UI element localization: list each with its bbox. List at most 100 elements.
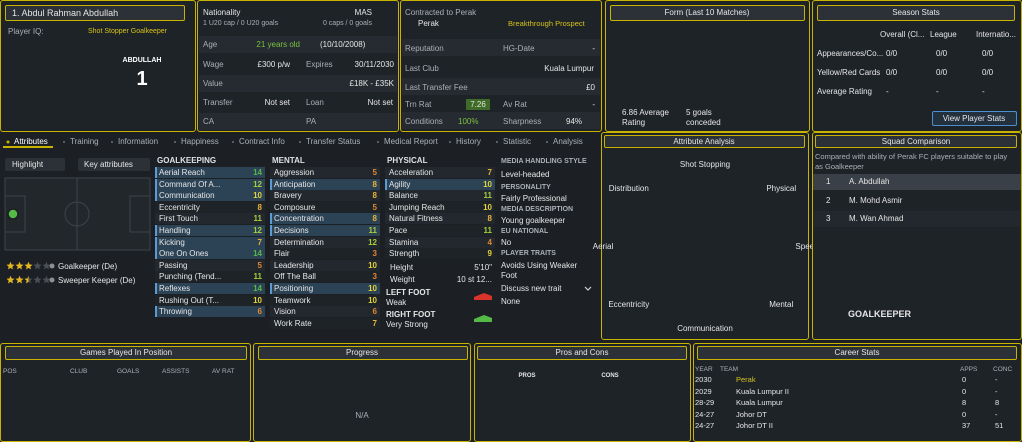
- shirt-name: ABDULLAH: [122, 57, 162, 64]
- games-column-header: POS: [3, 368, 17, 375]
- no-data: N/A: [355, 411, 369, 420]
- role-name: Sweeper Keeper (De): [58, 276, 136, 285]
- highlight-dropdown[interactable]: [5, 158, 65, 171]
- star-rating: [6, 275, 51, 284]
- view-stats-button[interactable]: [932, 111, 1017, 126]
- hg-value: -: [592, 44, 595, 53]
- transfer-label: Transfer: [203, 98, 233, 107]
- attribute-name: Throwing: [159, 307, 192, 317]
- attribute-row: [270, 201, 380, 213]
- highlight-dropdown-label[interactable]: Highlight: [12, 160, 44, 169]
- tab[interactable]: Contract Info: [239, 137, 285, 146]
- ca-label: CA: [203, 117, 215, 126]
- attribute-name: Command Of A...: [159, 179, 221, 189]
- tab[interactable]: Information: [118, 137, 159, 146]
- contract-row-band: [402, 112, 600, 129]
- attribute-name: Stamina: [389, 237, 419, 247]
- season-column-header: League: [930, 30, 957, 39]
- conditions-value: 100%: [458, 117, 479, 126]
- career-conceded: -: [995, 409, 998, 419]
- tab[interactable]: Medical Report: [384, 137, 438, 146]
- attribute-value: 8: [257, 202, 262, 212]
- fee-label: Last Transfer Fee: [405, 83, 468, 92]
- season-title-bar: [817, 5, 1015, 21]
- tab[interactable]: Analysis: [553, 137, 583, 146]
- key-attributes-dropdown[interactable]: [78, 158, 150, 171]
- attribute-row: [385, 248, 495, 260]
- attribute-row: [155, 248, 265, 260]
- discuss-trait-dropdown[interactable]: Discuss new trait: [501, 284, 562, 293]
- squad-player-name: M. Wan Ahmad: [849, 214, 904, 223]
- tab[interactable]: Statistic: [503, 137, 532, 146]
- career-apps: 37: [962, 421, 971, 430]
- career-column-header: YEAR: [695, 366, 713, 373]
- season-cell: 0/0: [936, 49, 948, 58]
- right-foot-value: Very Strong: [386, 320, 428, 329]
- tab-separator: [546, 141, 548, 143]
- attribute-row: [270, 306, 380, 318]
- attribute-row: [270, 225, 380, 236]
- attribute-value: 14: [253, 249, 262, 259]
- age-label: Age: [203, 40, 218, 49]
- tab[interactable]: Transfer Status: [306, 137, 361, 146]
- tab[interactable]: Training: [70, 137, 99, 146]
- pitch-box-right: [129, 195, 151, 233]
- squad-row: [813, 192, 1021, 209]
- attribute-name: Bravery: [274, 191, 302, 201]
- pros-cons-title: Pros and Cons: [555, 348, 609, 357]
- squad-note: Compared with ability of Perak FC player…: [815, 152, 1008, 171]
- club-name: Perak: [418, 19, 439, 28]
- attribute-value: 6: [372, 307, 377, 317]
- media-style-label: MEDIA HANDLING STYLE: [501, 158, 587, 165]
- season-panel: [812, 0, 1022, 132]
- attribute-row: [155, 306, 265, 318]
- attribute-row: [385, 225, 495, 236]
- career-year: 2029: [695, 386, 712, 396]
- attribute-name: Passing: [159, 260, 188, 270]
- season-title: Season Stats: [892, 8, 940, 17]
- attribute-name: Flair: [274, 249, 290, 259]
- attribute-value: 5: [257, 260, 262, 270]
- attribute-name: Punching (Tend...: [159, 272, 222, 282]
- attribute-name: First Touch: [159, 214, 198, 224]
- view-stats-button-label[interactable]: View Player Stats: [942, 114, 1006, 123]
- attribute-row: [385, 167, 495, 178]
- attribute-value: 12: [253, 226, 262, 235]
- position-marker: [7, 208, 19, 220]
- attribute-name: Balance: [389, 191, 418, 201]
- career-column-header: TEAM: [720, 366, 739, 373]
- contract-panel: [400, 0, 602, 132]
- attribute-value: 12: [368, 237, 377, 247]
- attribute-name: Kicking: [159, 237, 185, 247]
- active-tab-dot: [6, 140, 10, 144]
- weight-label: Weight: [390, 275, 415, 284]
- star-rating: [6, 261, 51, 270]
- attribute-row: [270, 283, 380, 294]
- attribute-value: 11: [253, 272, 262, 282]
- tab[interactable]: Happiness: [181, 137, 219, 146]
- attribute-row: [155, 259, 265, 271]
- career-year: 24-27: [695, 409, 715, 419]
- attribute-name: Eccentricity: [159, 202, 200, 212]
- radar-axis-label: Aerial: [592, 242, 614, 251]
- attribute-row: [270, 248, 380, 260]
- tab[interactable]: History: [456, 137, 481, 146]
- attribute-value: 14: [253, 284, 262, 293]
- attribute-value: 10: [253, 191, 262, 201]
- key-attributes-dropdown-label[interactable]: Key attributes: [84, 160, 133, 169]
- attribute-name: Natural Fitness: [389, 214, 443, 224]
- radar-axis-label: Physical: [766, 184, 797, 194]
- weight-value: 10 st 12...: [456, 275, 492, 284]
- tab[interactable]: Attributes: [14, 137, 48, 146]
- attribute-row: [155, 213, 265, 225]
- name-bar: [5, 5, 185, 21]
- season-cell: -: [936, 87, 939, 96]
- attribute-row: [385, 213, 495, 225]
- player-iq-label: Player IQ:: [8, 27, 44, 36]
- tab-separator: [496, 141, 498, 143]
- attribute-name: Vision: [274, 307, 296, 317]
- radar-axis-label: Eccentricity: [608, 299, 650, 309]
- expires-value: 30/11/2030: [354, 60, 394, 69]
- career-conceded: -: [995, 386, 998, 396]
